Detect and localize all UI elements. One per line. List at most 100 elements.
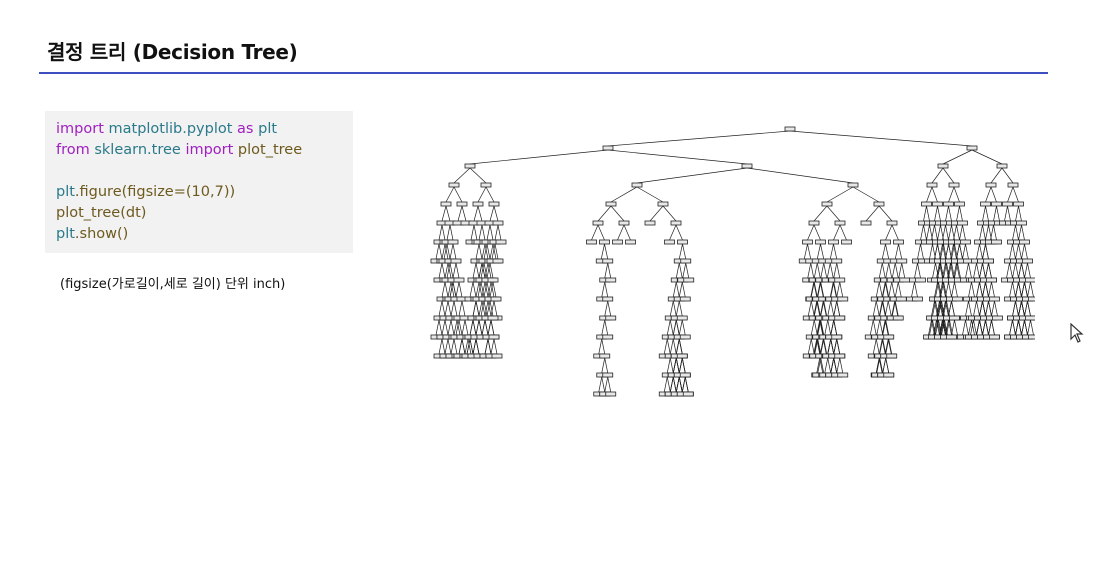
tree-edge xyxy=(820,262,825,279)
tree-edge xyxy=(875,338,880,355)
tree-node xyxy=(741,163,753,169)
tree-node xyxy=(682,391,694,397)
tree-node xyxy=(480,182,492,188)
tree-edge xyxy=(878,338,883,355)
tree-node xyxy=(957,220,968,226)
tree-node xyxy=(679,296,691,302)
tree-edge xyxy=(484,338,489,355)
tree-edge xyxy=(684,376,689,393)
tree-edge xyxy=(816,319,821,336)
tree-edge xyxy=(982,224,986,241)
tree-edge xyxy=(483,262,488,279)
tree-edge xyxy=(931,167,944,184)
tree-edge xyxy=(833,224,841,241)
tree-edge xyxy=(789,130,973,147)
tree-edge xyxy=(746,167,854,184)
tree-edge xyxy=(453,300,458,317)
tree-edge xyxy=(887,338,892,355)
tree-node xyxy=(991,201,1002,207)
tree-edge xyxy=(662,205,677,222)
tree-edge xyxy=(820,357,825,374)
tree-node xyxy=(943,201,954,207)
title-divider xyxy=(39,72,1048,74)
tree-edge xyxy=(475,319,480,336)
tree-edge xyxy=(991,281,995,298)
tree-edge xyxy=(1015,262,1019,279)
tree-node xyxy=(464,163,476,169)
tree-edge xyxy=(879,300,884,317)
tree-edge xyxy=(447,338,452,355)
tree-edge xyxy=(487,338,492,355)
tree-edge xyxy=(954,243,958,260)
tree-edge xyxy=(485,186,495,203)
tree-node xyxy=(612,239,623,245)
tree-edge xyxy=(483,243,488,260)
tree-edge xyxy=(884,338,889,355)
tree-node xyxy=(841,239,852,245)
tree-edge xyxy=(490,319,495,336)
tree-edge xyxy=(453,167,471,184)
tree-edge xyxy=(926,186,933,203)
tree-edge xyxy=(475,338,480,355)
tree-edge xyxy=(458,281,463,298)
tree-node xyxy=(453,277,465,283)
tree-edge xyxy=(666,376,671,393)
tree-edge xyxy=(951,300,955,317)
tree-node xyxy=(837,372,849,378)
tree-edge xyxy=(982,300,986,317)
tree-edge xyxy=(920,243,924,260)
tree-edge xyxy=(810,281,815,298)
tree-node xyxy=(886,220,898,226)
tree-node xyxy=(837,296,849,302)
tree-edge xyxy=(953,186,960,203)
code-line: plt.show() xyxy=(56,224,128,244)
tree-node xyxy=(980,201,991,207)
tree-edge xyxy=(923,205,927,222)
mouse-pointer-icon xyxy=(1070,323,1084,343)
tree-node xyxy=(834,353,846,359)
tree-edge xyxy=(457,205,463,222)
tree-node xyxy=(828,239,839,245)
tree-node xyxy=(784,126,796,132)
tree-edge xyxy=(475,300,480,317)
tree-edge xyxy=(813,319,818,336)
tree-edge xyxy=(920,224,924,241)
tree-edge xyxy=(1012,243,1016,260)
tree-edge xyxy=(948,224,952,241)
tree-edge xyxy=(610,186,638,203)
tree-edge xyxy=(494,224,499,241)
tree-edge xyxy=(1021,281,1025,298)
tree-edge xyxy=(884,319,889,336)
tree-node xyxy=(472,201,484,207)
tree-edge xyxy=(885,224,893,241)
tree-edge xyxy=(458,300,463,317)
tree-edge xyxy=(940,243,944,260)
tree-node xyxy=(834,277,846,283)
tree-edge xyxy=(441,281,446,298)
tree-edge xyxy=(881,300,886,317)
tree-edge xyxy=(917,262,921,279)
tree-node xyxy=(886,353,898,359)
tree-edge xyxy=(481,319,486,336)
tree-edge xyxy=(483,281,488,298)
tree-edge xyxy=(926,205,930,222)
tree-edge xyxy=(928,319,932,336)
tree-edge xyxy=(937,205,941,222)
tree-edge xyxy=(876,357,881,374)
tree-edge xyxy=(452,262,457,279)
tree-edge xyxy=(1024,281,1028,298)
tree-edge xyxy=(444,319,449,336)
tree-edge xyxy=(965,262,969,279)
code-token: import xyxy=(185,142,234,158)
tree-node xyxy=(873,201,885,207)
tree-edge xyxy=(810,300,815,317)
code-token: import xyxy=(56,121,104,137)
tree-node xyxy=(602,258,614,264)
tree-node xyxy=(932,201,943,207)
tree-edge xyxy=(819,357,824,374)
tree-edge xyxy=(1024,319,1028,336)
tree-edge xyxy=(991,300,995,317)
tree-edge xyxy=(446,224,451,241)
tree-edge xyxy=(914,262,918,279)
tree-edge xyxy=(444,281,449,298)
